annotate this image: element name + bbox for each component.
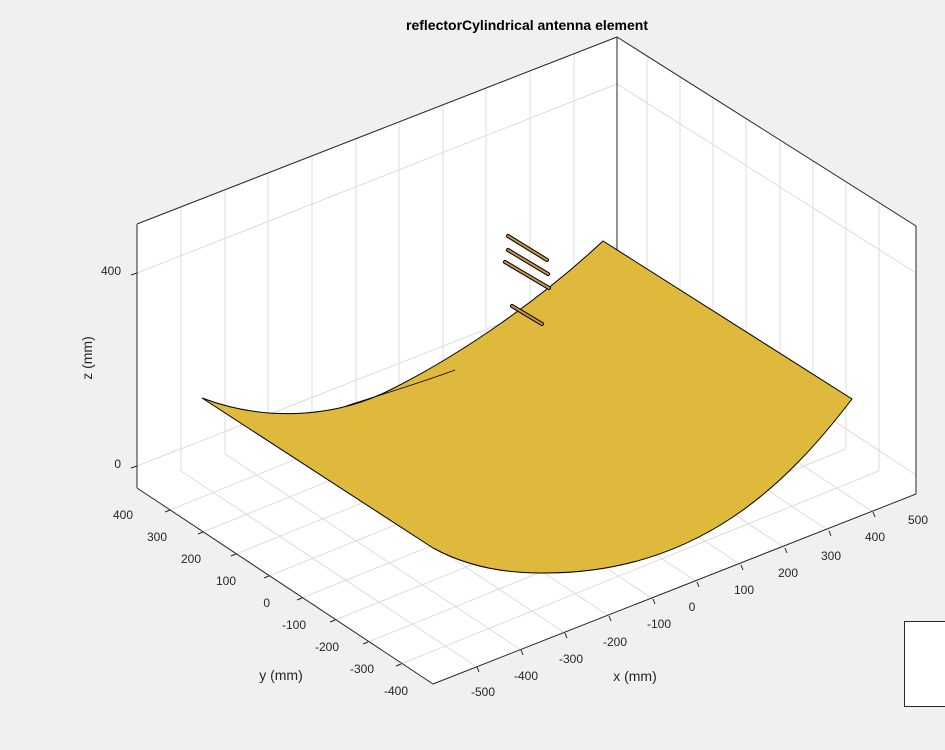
y-tick-label: -200: [315, 640, 339, 654]
y-tick-label: 200: [181, 552, 201, 566]
colorbar-panel: [904, 621, 945, 707]
y-axis-label: y (mm): [259, 667, 303, 683]
x-tick-label: 0: [689, 600, 696, 614]
x-tick-label: 400: [865, 530, 885, 544]
x-tick-label: -300: [559, 652, 583, 666]
back-wall-left: [137, 37, 617, 488]
cylindrical-reflector: [201, 240, 853, 574]
x-tick-label: -100: [647, 617, 671, 631]
x-axis: -500 -400 -300 -200 -100 0 100 200 300 4…: [471, 511, 928, 699]
dipole-elements: [503, 234, 551, 326]
y-axis: 400 300 200 100 0 -100 -200 -300 -400 y …: [113, 508, 408, 698]
reflector-rim-line: [345, 369, 456, 407]
x-tick-label: -400: [514, 669, 538, 683]
x-tick-label: 100: [734, 583, 754, 597]
y-tick-label: -100: [282, 618, 306, 632]
x-tick-label: 500: [908, 513, 928, 527]
x-tick-label: 300: [821, 549, 841, 563]
z-axis-label: z (mm): [79, 336, 95, 380]
y-tick-label: 0: [263, 596, 270, 610]
y-tick-label: -400: [384, 684, 408, 698]
x-tick-label: -200: [603, 635, 627, 649]
y-tick-label: 400: [113, 508, 133, 522]
y-tick-label: 300: [147, 530, 167, 544]
y-tick-label: 100: [216, 574, 236, 588]
back-wall-right: [617, 37, 916, 494]
x-tick-label: -500: [471, 685, 495, 699]
x-axis-label: x (mm): [613, 668, 657, 684]
x-tick-label: 200: [778, 566, 798, 580]
figure-title: reflectorCylindrical antenna element: [406, 17, 648, 33]
z-tick-label: 400: [101, 264, 121, 278]
z-axis: 400 0 z (mm): [79, 264, 138, 471]
y-tick-label: -300: [350, 662, 374, 676]
z-tick-label: 0: [114, 457, 121, 471]
